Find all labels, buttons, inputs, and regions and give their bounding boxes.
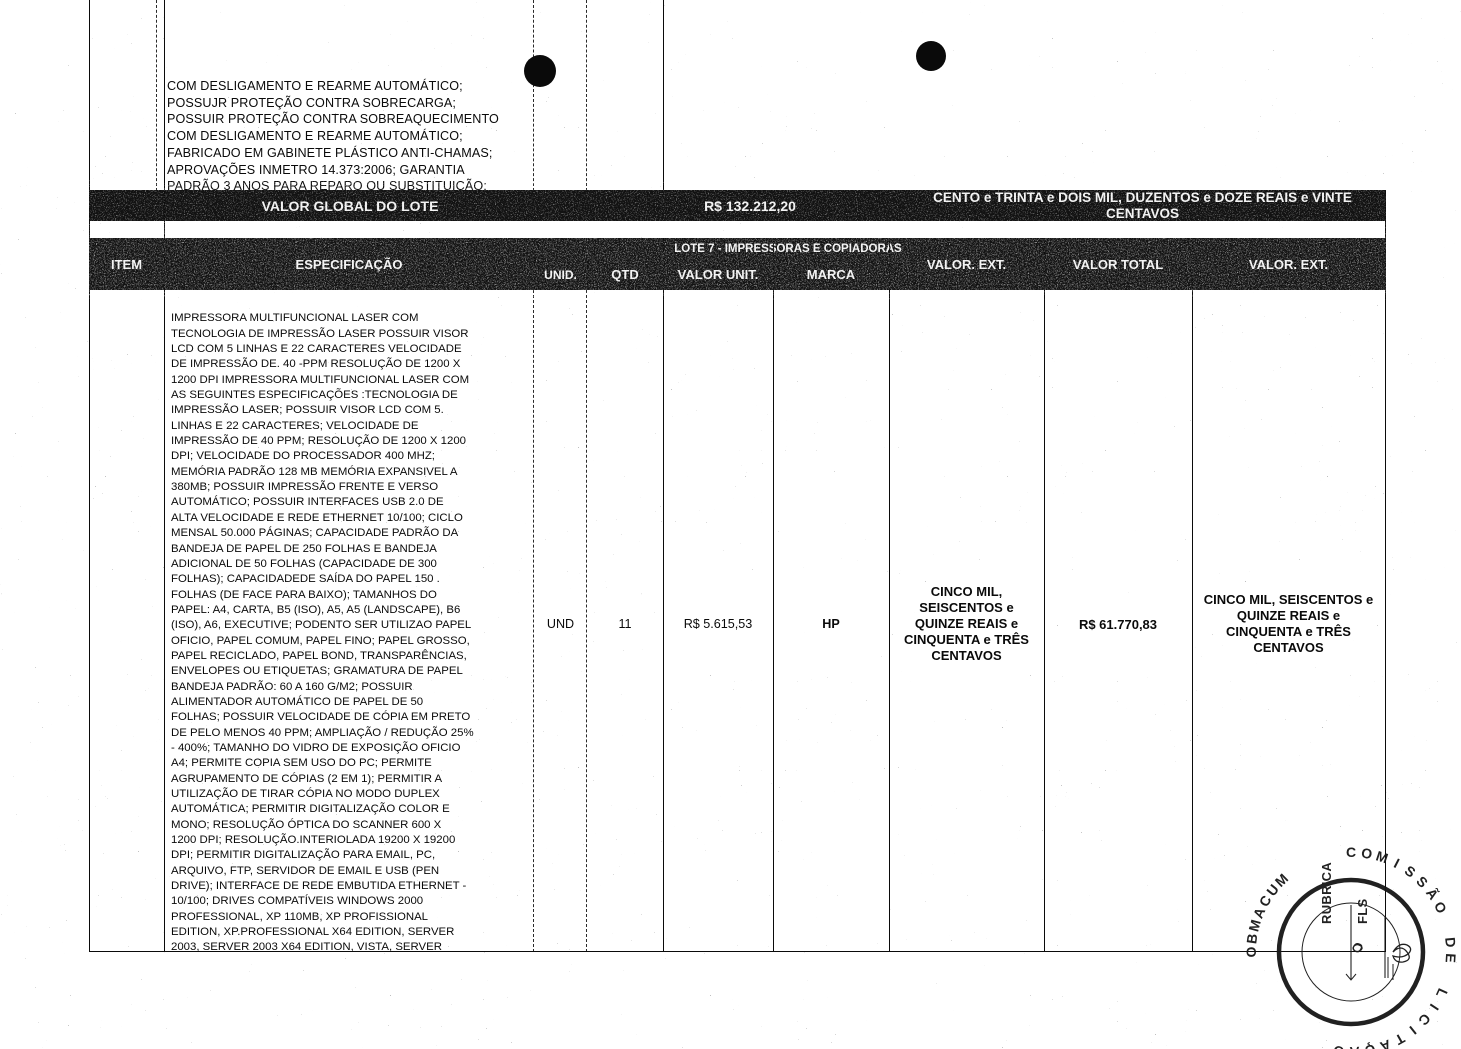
svg-text:I: I	[1407, 1023, 1420, 1038]
svg-text:Ç: Ç	[1364, 1041, 1377, 1049]
svg-text:O: O	[1243, 946, 1259, 957]
svg-text:S: S	[1413, 873, 1431, 891]
svg-text:B: B	[1243, 933, 1260, 945]
svg-text:A: A	[1378, 1037, 1393, 1049]
svg-text:FLS: FLS	[1355, 899, 1370, 924]
svg-text:E: E	[1443, 953, 1460, 963]
svg-text:Ã: Ã	[1423, 885, 1443, 903]
svg-text:Ã: Ã	[1349, 1044, 1360, 1049]
svg-text:O: O	[1431, 899, 1450, 916]
svg-text:I: I	[1427, 1001, 1442, 1013]
svg-text:L: L	[1433, 986, 1451, 1001]
svg-text:O: O	[1360, 845, 1373, 863]
svg-text:O: O	[1332, 1043, 1345, 1049]
svg-text:S: S	[1402, 862, 1419, 880]
svg-text:I: I	[1391, 855, 1402, 871]
svg-text:T: T	[1392, 1030, 1408, 1048]
svg-text:C: C	[1346, 844, 1356, 860]
svg-text:D: D	[1442, 936, 1459, 948]
svg-text:RUBRICA: RUBRICA	[1319, 862, 1334, 924]
svg-text:C: C	[1415, 1010, 1434, 1028]
svg-text:M: M	[1374, 848, 1390, 867]
